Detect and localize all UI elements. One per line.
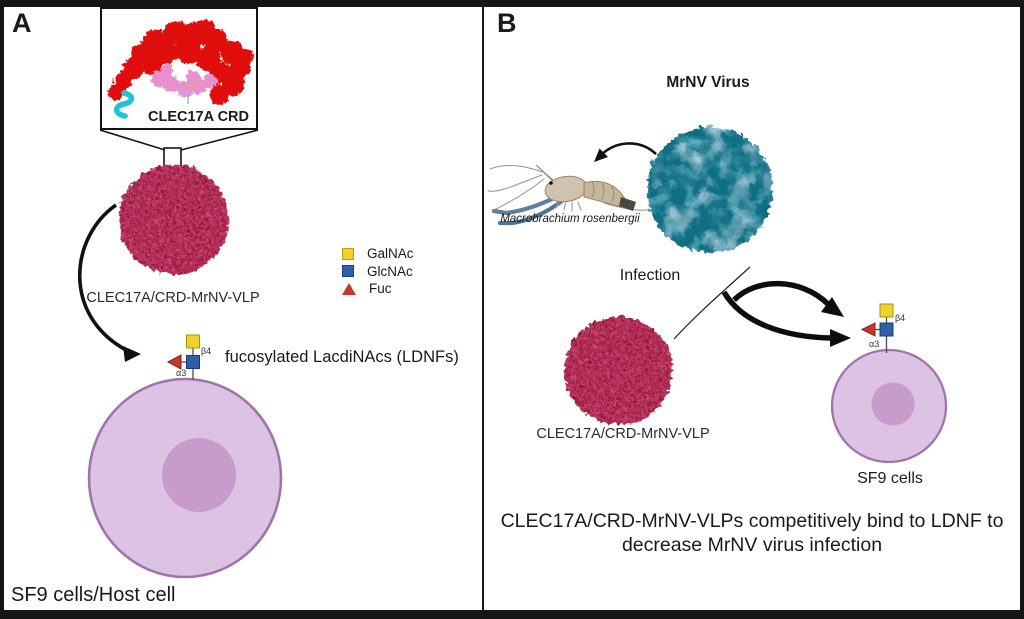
vlp-label-a: CLEC17A/CRD-MrNV-VLP bbox=[86, 290, 260, 306]
mrnv-virus-sphere bbox=[645, 125, 771, 251]
vlp-label-b: CLEC17A/CRD-MrNV-VLP bbox=[536, 426, 710, 442]
bond-alpha3-b: α3 bbox=[869, 339, 879, 349]
ldnf-caption: fucosylated LacdiNAcs (LDNFs) bbox=[225, 348, 459, 366]
legend-label: GalNAc bbox=[367, 246, 414, 262]
bond-beta4-b: β4 bbox=[895, 313, 905, 323]
galnac-square bbox=[186, 334, 200, 349]
crd-inset-label: CLEC17A CRD bbox=[148, 109, 249, 125]
vlp-sphere-b bbox=[563, 315, 671, 423]
legend-row-galnac: GalNAc bbox=[342, 245, 414, 263]
inset-callout-lines bbox=[99, 129, 259, 168]
mrnv-virus-title: MrNV Virus bbox=[666, 74, 750, 91]
ldnf-glycan-a bbox=[166, 334, 200, 380]
glycan-legend: GalNAc GlcNAc Fuc bbox=[342, 245, 414, 298]
galnac-swatch-icon bbox=[342, 247, 354, 260]
virus-to-shrimp-arrow bbox=[594, 142, 657, 162]
panel-a: β4 α3 A CLEC17A CRD CLEC17A/CRD-MrNV-VLP… bbox=[4, 7, 482, 610]
shrimp-species-label: Macrobrachium rosenbergii bbox=[500, 213, 640, 225]
crd-inset-box: CLEC17A CRD bbox=[100, 7, 258, 130]
sf9-cell-b bbox=[830, 348, 948, 464]
glcnac-square bbox=[879, 322, 894, 337]
panel-b-caption: CLEC17A/CRD-MrNV-VLPs competitively bind… bbox=[492, 509, 1012, 557]
panel-b-letter: B bbox=[497, 8, 517, 38]
shrimp-claw bbox=[491, 194, 559, 216]
fuc-triangle bbox=[166, 354, 182, 370]
bond-beta4-a: β4 bbox=[201, 346, 211, 356]
competitive-binding-arrows bbox=[721, 280, 851, 347]
binding-arrow-a bbox=[78, 203, 141, 362]
legend-row-glcnac: GlcNAc bbox=[342, 263, 414, 281]
nucleus-a bbox=[162, 438, 236, 512]
bond-alpha3-a: α3 bbox=[176, 368, 186, 378]
ldnf-glycan-b bbox=[860, 303, 894, 353]
legend-label: GlcNAc bbox=[367, 263, 413, 279]
legend-row-fuc: Fuc bbox=[342, 280, 414, 298]
host-cell-a bbox=[87, 377, 283, 579]
fuc-swatch-icon bbox=[342, 282, 356, 295]
sf9-cells-label: SF9 cells bbox=[857, 470, 923, 487]
fuc-triangle bbox=[860, 322, 876, 337]
nucleus-b bbox=[871, 382, 915, 426]
galnac-square bbox=[879, 303, 894, 318]
caption-line-2: decrease MrNV virus infection bbox=[621, 534, 883, 556]
panel-a-letter: A bbox=[12, 8, 32, 38]
glcnac-swatch-icon bbox=[342, 265, 354, 278]
panel-a-footer: SF9 cells/Host cell bbox=[11, 584, 176, 606]
panel-b: β4 α3 B MrNV Virus Macrobrachium rosenbe… bbox=[484, 7, 1020, 610]
glcnac-square bbox=[186, 355, 200, 369]
legend-label: Fuc bbox=[369, 281, 392, 297]
vlp-sphere-a bbox=[117, 163, 227, 273]
infection-label: Infection bbox=[619, 267, 681, 284]
shrimp-eye bbox=[549, 181, 553, 185]
caption-line-1: CLEC17A/CRD-MrNV-VLPs competitively bind… bbox=[500, 510, 1004, 532]
